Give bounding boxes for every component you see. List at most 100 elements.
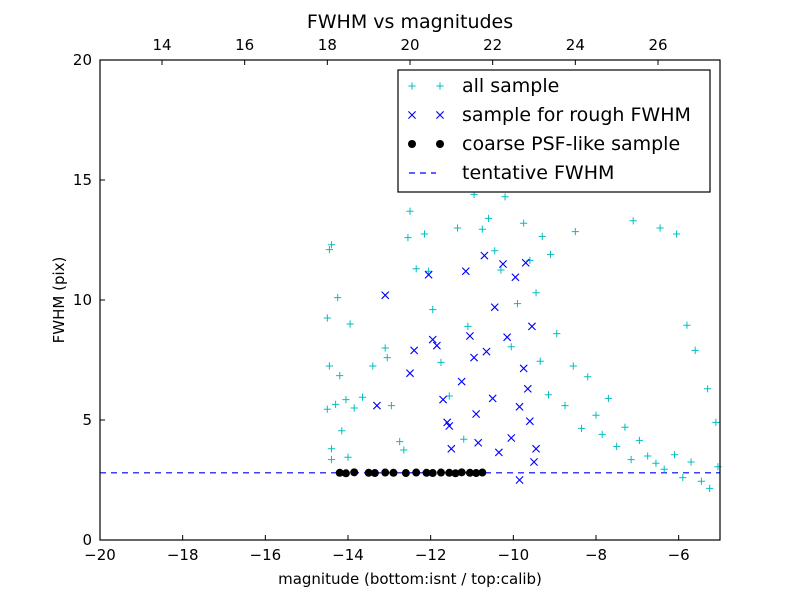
- data-point: [323, 405, 331, 413]
- data-point: [457, 468, 466, 477]
- data-point: [335, 468, 344, 477]
- data-point: [652, 459, 660, 467]
- data-point: [447, 444, 456, 453]
- data-point: [325, 362, 333, 370]
- data-point: [478, 225, 486, 233]
- data-point: [445, 392, 453, 400]
- data-point: [457, 377, 466, 386]
- data-point: [478, 468, 487, 477]
- data-point: [532, 444, 541, 453]
- data-point: [472, 469, 481, 478]
- data-point: [673, 230, 681, 238]
- data-point: [482, 347, 491, 356]
- legend-box: [397, 69, 711, 193]
- data-point: [553, 330, 561, 338]
- data-point: [513, 300, 522, 308]
- data-point: [406, 369, 414, 378]
- data-point: [569, 362, 577, 370]
- data-point: [592, 411, 600, 419]
- data-point: [561, 402, 569, 410]
- data-point: [629, 217, 637, 225]
- legend-label: coarse PSF-like sample: [462, 133, 680, 155]
- data-point: [527, 322, 536, 331]
- data-point: [437, 358, 445, 366]
- data-point: [472, 410, 481, 418]
- y-tick-label: 15: [73, 171, 92, 189]
- data-point: [660, 465, 668, 473]
- series-1: [372, 251, 541, 484]
- data-point: [401, 469, 410, 478]
- data-point: [494, 448, 503, 457]
- data-point: [334, 294, 342, 302]
- data-point: [372, 401, 381, 410]
- data-point: [604, 394, 612, 402]
- data-point: [546, 250, 555, 258]
- data-point: [544, 391, 553, 399]
- data-point: [499, 260, 507, 268]
- x-tick-label: −8: [585, 546, 607, 564]
- data-point: [424, 270, 433, 279]
- data-point: [691, 346, 699, 354]
- data-point: [697, 477, 705, 485]
- data-point: [422, 468, 431, 477]
- y-tick-label: 20: [73, 51, 92, 69]
- data-point: [474, 438, 483, 447]
- data-point: [571, 228, 579, 236]
- legend-marker: [408, 82, 416, 90]
- data-point: [598, 430, 606, 438]
- data-point: [327, 456, 336, 464]
- top-tick-label: 24: [566, 36, 585, 54]
- legend-entry: sample for rough FWHM: [408, 104, 691, 126]
- legend-entry: tentative FWHM: [409, 162, 614, 184]
- data-point: [480, 251, 489, 260]
- data-point: [344, 453, 352, 461]
- legend-label: all sample: [462, 75, 559, 97]
- data-point: [350, 404, 358, 412]
- legend-marker: [408, 111, 416, 119]
- top-tick-label: 16: [235, 36, 254, 54]
- data-point: [670, 451, 679, 459]
- data-point: [503, 333, 512, 342]
- data-point: [445, 422, 454, 430]
- data-point: [683, 321, 691, 329]
- data-point: [338, 427, 346, 435]
- data-point: [410, 346, 419, 355]
- data-point: [644, 452, 652, 460]
- data-point: [536, 357, 544, 365]
- data-point: [428, 335, 437, 344]
- data-point: [470, 353, 479, 362]
- data-point: [507, 434, 516, 442]
- data-point: [336, 372, 344, 380]
- x-tick-label: −14: [332, 546, 364, 564]
- data-point: [445, 468, 454, 477]
- top-tick-label: 14: [152, 36, 171, 54]
- data-point: [515, 476, 524, 484]
- data-point: [501, 193, 509, 201]
- data-point: [439, 395, 448, 404]
- data-point: [437, 468, 445, 477]
- data-point: [491, 247, 499, 255]
- data-point: [621, 423, 629, 431]
- data-point: [490, 303, 499, 312]
- legend-marker: [436, 140, 444, 148]
- data-point: [687, 458, 695, 466]
- data-point: [523, 384, 532, 393]
- data-point: [369, 362, 377, 370]
- legend-label: tentative FWHM: [462, 162, 614, 184]
- data-point: [464, 322, 472, 330]
- data-point: [425, 267, 433, 275]
- data-point: [342, 396, 350, 404]
- data-point: [400, 446, 408, 454]
- data-point: [443, 418, 452, 427]
- data-point: [381, 291, 390, 300]
- data-point: [706, 484, 714, 492]
- legend-marker: [436, 111, 444, 119]
- data-point: [420, 230, 429, 238]
- x-tick-label: −18: [167, 546, 199, 564]
- legend-entry: coarse PSF-like sample: [408, 133, 680, 155]
- data-point: [519, 364, 528, 373]
- y-tick-label: 0: [82, 531, 92, 549]
- data-point: [520, 219, 528, 227]
- data-point: [679, 474, 687, 482]
- data-point: [465, 332, 474, 340]
